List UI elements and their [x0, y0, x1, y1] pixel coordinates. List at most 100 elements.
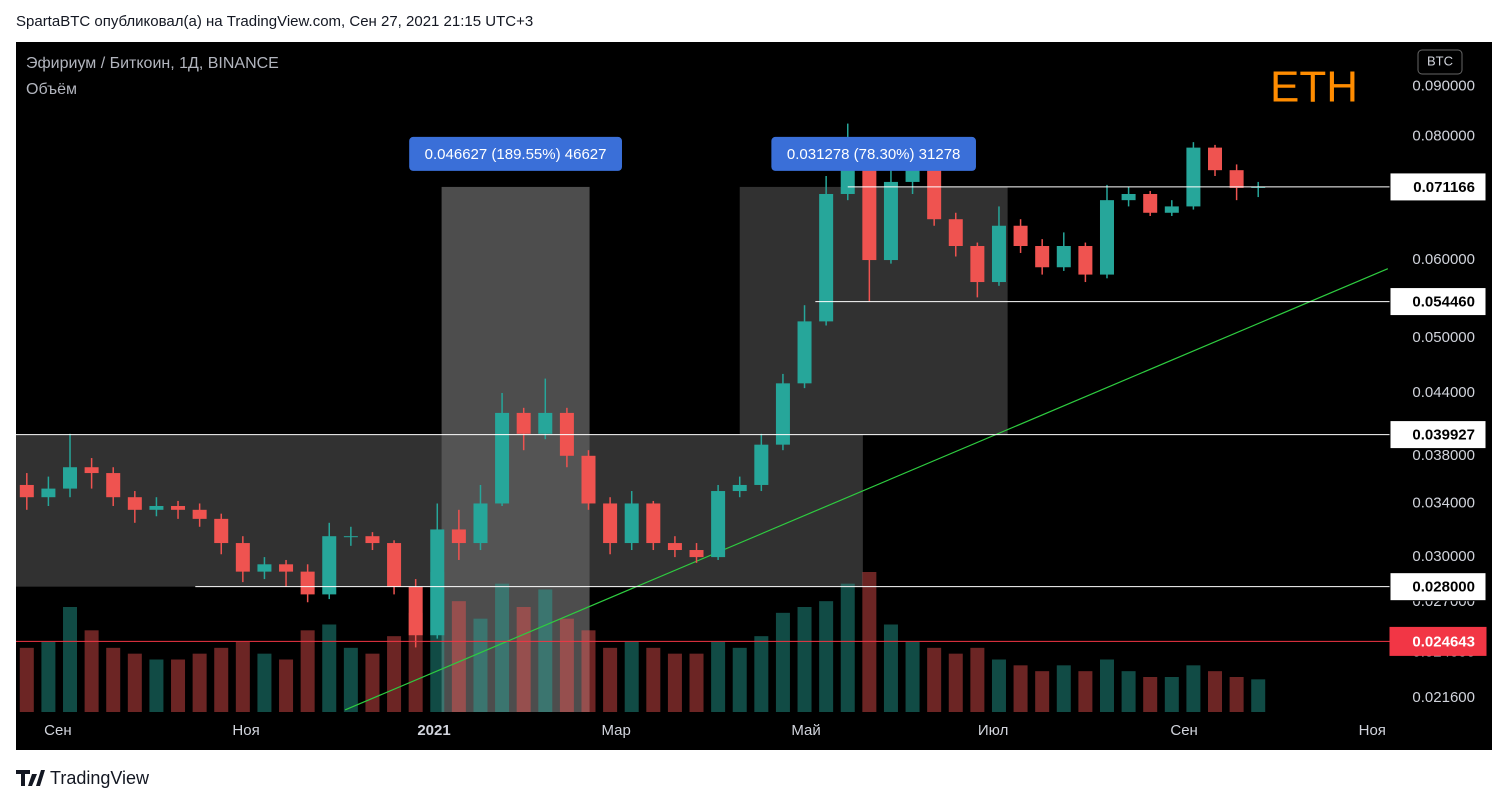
price-label-box: [1389, 287, 1487, 317]
range-label-box: [409, 136, 622, 171]
candle-body: [970, 246, 985, 283]
volume-bar: [106, 647, 121, 712]
x-tick-label: Ноя: [1359, 722, 1386, 739]
header: SpartaBTC опубликовал(а) на TradingView.…: [16, 13, 533, 30]
candle-body: [63, 467, 78, 489]
price-label: 0.028000: [1412, 579, 1475, 596]
volume-bar: [63, 607, 78, 712]
price-label: 0.039927: [1412, 427, 1475, 444]
range-label-box: [771, 136, 976, 171]
volume-bar: [235, 642, 250, 712]
candle-body: [451, 529, 466, 544]
candle-body: [430, 529, 445, 636]
candle-body: [171, 505, 186, 510]
volume-bar: [1229, 677, 1244, 712]
x-tick-label: Сен: [1170, 722, 1197, 739]
volume-bar: [41, 642, 56, 712]
y-tick-label: 0.090000: [1412, 77, 1475, 94]
candle-body: [322, 536, 337, 595]
candle-body: [603, 503, 618, 544]
range-label: 0.046627 (189.55%) 46627: [425, 146, 607, 163]
volume-bar: [775, 612, 790, 712]
volume-bar: [84, 630, 99, 712]
x-tick-label: 2021: [417, 722, 450, 739]
candle-body: [1143, 193, 1158, 213]
volume-bar: [581, 630, 596, 712]
candle-body: [667, 543, 682, 551]
candle-body: [991, 225, 1006, 283]
volume-bar: [1035, 671, 1050, 712]
candle-body: [689, 550, 704, 558]
candle-body: [775, 383, 790, 445]
candle-body: [495, 412, 510, 504]
volume-bar: [797, 607, 812, 712]
trendline: [344, 268, 1389, 711]
volume-bar: [689, 653, 704, 712]
candle-body: [149, 505, 164, 510]
y-tick-label: 0.060000: [1412, 251, 1475, 268]
candle-body: [1035, 246, 1050, 268]
volume-bar: [624, 642, 639, 712]
y-tick-label: 0.080000: [1412, 128, 1475, 145]
candle-body: [127, 497, 142, 510]
x-tick-label: Июл: [978, 722, 1008, 739]
price-label-box: [1389, 172, 1487, 202]
volume-bar: [754, 636, 769, 712]
x-tick-label: Мар: [601, 722, 630, 739]
candle-body: [387, 543, 402, 587]
volume-bar: [516, 607, 531, 712]
volume-bar: [603, 647, 618, 712]
candle-body: [473, 503, 488, 544]
currency-badge: [1417, 49, 1463, 75]
footer: TradingView: [50, 768, 150, 788]
y-tick-label: 0.038000: [1412, 447, 1475, 464]
annotation: ETH: [1270, 63, 1358, 112]
candle-body: [1186, 147, 1201, 207]
y-tick-label: 0.030000: [1412, 548, 1475, 565]
candle-body: [862, 147, 877, 261]
y-tick-label: 0.044000: [1412, 384, 1475, 401]
volume-bar: [927, 647, 942, 712]
price-label: 0.071166: [1413, 179, 1475, 196]
y-tick-label: 0.034000: [1412, 494, 1475, 511]
volume-bar: [667, 653, 682, 712]
candle-body: [927, 170, 942, 220]
volume-bar: [322, 624, 337, 712]
volume-bar: [451, 601, 466, 712]
volume-bar: [408, 612, 423, 712]
currency: BTC: [1427, 53, 1453, 68]
volume-bar: [559, 618, 574, 712]
price-label-box: [1389, 626, 1487, 656]
volume-bar: [171, 659, 186, 712]
volume-bar: [257, 653, 272, 712]
candle-body: [1208, 147, 1223, 171]
x-tick-label: Май: [791, 722, 820, 739]
volume-bar: [343, 647, 358, 712]
volume-bar: [473, 618, 488, 712]
volume-bar: [19, 647, 34, 712]
range-label: 0.031278 (78.30%) 31278: [787, 146, 960, 163]
candle-body: [948, 219, 963, 247]
price-label-box: [1389, 420, 1487, 450]
candle-body: [1099, 200, 1114, 275]
volume-bar: [1099, 659, 1114, 712]
plot: 0.046627 (189.55%) 46627 0.031278 (78.30%…: [16, 77, 1487, 739]
candle-body: [1121, 193, 1136, 201]
logo: [16, 770, 45, 786]
price-label-box: [1389, 572, 1487, 602]
volume-bar: [279, 659, 294, 712]
volume-bar: [1013, 665, 1028, 712]
volume-bar: [1208, 671, 1223, 712]
volume-bar: [970, 647, 985, 712]
candle-body: [279, 564, 294, 572]
candle-body: [19, 484, 34, 498]
volume-bar: [1056, 665, 1071, 712]
volume-bar: [905, 642, 920, 712]
candle-body: [646, 503, 661, 544]
x-tick-label: Ноя: [232, 722, 259, 739]
chart-subtitle: Объём: [26, 81, 77, 98]
y-tick-label: 0.050000: [1412, 329, 1475, 346]
volume-bar: [948, 653, 963, 712]
candle-body: [106, 473, 121, 498]
volume-bar: [991, 659, 1006, 712]
